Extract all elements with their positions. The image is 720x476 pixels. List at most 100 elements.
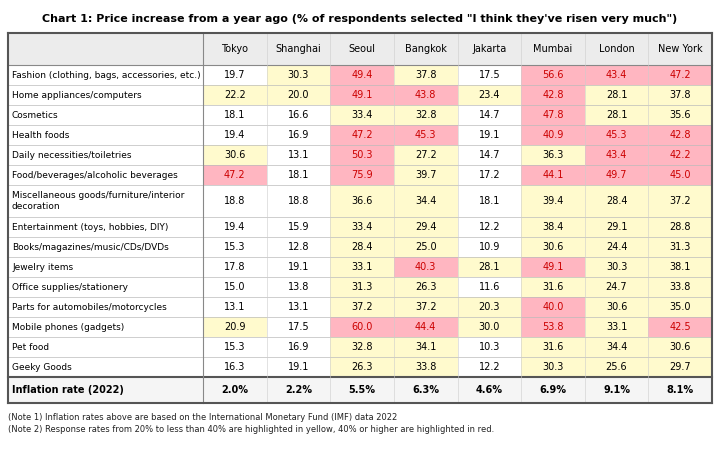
Bar — [330, 165, 394, 185]
Bar — [203, 165, 266, 185]
Bar — [203, 317, 266, 337]
Text: 9.1%: 9.1% — [603, 385, 630, 395]
Bar — [330, 297, 394, 317]
Bar — [330, 145, 394, 165]
Bar — [8, 257, 712, 277]
Text: 10.3: 10.3 — [479, 342, 500, 352]
Text: Tokyo: Tokyo — [221, 44, 248, 54]
Text: 22.2: 22.2 — [224, 90, 246, 100]
Bar — [521, 217, 585, 237]
Text: 19.7: 19.7 — [224, 70, 246, 80]
Bar — [330, 257, 394, 277]
Bar — [8, 65, 712, 85]
Text: 37.8: 37.8 — [670, 90, 691, 100]
Text: 26.3: 26.3 — [351, 362, 373, 372]
Text: 45.0: 45.0 — [670, 170, 691, 180]
Bar — [266, 85, 330, 105]
Bar — [394, 65, 457, 85]
Text: 17.5: 17.5 — [287, 322, 310, 332]
Text: 31.6: 31.6 — [542, 342, 564, 352]
Bar — [8, 217, 712, 237]
Text: 37.2: 37.2 — [351, 302, 373, 312]
Text: 32.8: 32.8 — [415, 110, 436, 120]
Bar — [330, 357, 394, 377]
Bar — [394, 317, 457, 337]
Text: Mobile phones (gadgets): Mobile phones (gadgets) — [12, 323, 125, 331]
Bar — [649, 165, 712, 185]
Text: 14.7: 14.7 — [479, 110, 500, 120]
Text: Mumbai: Mumbai — [534, 44, 572, 54]
Bar — [521, 105, 585, 125]
Text: 34.4: 34.4 — [606, 342, 627, 352]
Text: Parts for automobiles/motorcycles: Parts for automobiles/motorcycles — [12, 303, 167, 311]
Text: 15.3: 15.3 — [224, 242, 246, 252]
Bar — [330, 65, 394, 85]
Bar — [585, 65, 649, 85]
Text: 29.7: 29.7 — [670, 362, 691, 372]
Text: 30.6: 30.6 — [606, 302, 627, 312]
Text: London: London — [599, 44, 634, 54]
Text: 33.1: 33.1 — [606, 322, 627, 332]
Bar — [649, 185, 712, 217]
Bar — [585, 105, 649, 125]
Text: Home appliances/computers: Home appliances/computers — [12, 90, 142, 99]
Text: 47.2: 47.2 — [670, 70, 691, 80]
Bar — [649, 105, 712, 125]
Bar — [649, 277, 712, 297]
Bar — [649, 337, 712, 357]
Bar — [8, 85, 712, 105]
Text: 28.1: 28.1 — [606, 90, 627, 100]
Text: 40.9: 40.9 — [542, 130, 564, 140]
Text: Entertainment (toys, hobbies, DIY): Entertainment (toys, hobbies, DIY) — [12, 222, 168, 231]
Text: 28.1: 28.1 — [479, 262, 500, 272]
Bar — [8, 277, 712, 297]
Text: 30.6: 30.6 — [670, 342, 691, 352]
Text: 16.6: 16.6 — [288, 110, 309, 120]
Bar — [585, 337, 649, 357]
Text: (Note 2) Response rates from 20% to less than 40% are highlighted in yellow, 40%: (Note 2) Response rates from 20% to less… — [8, 425, 494, 434]
Bar — [8, 377, 712, 403]
Bar — [330, 237, 394, 257]
Text: 16.9: 16.9 — [288, 130, 309, 140]
Text: 36.3: 36.3 — [542, 150, 564, 160]
Text: 18.8: 18.8 — [288, 196, 309, 206]
Text: 12.8: 12.8 — [288, 242, 309, 252]
Bar — [521, 237, 585, 257]
Text: 36.6: 36.6 — [351, 196, 373, 206]
Text: 19.1: 19.1 — [288, 362, 309, 372]
Text: 2.0%: 2.0% — [221, 385, 248, 395]
Text: 44.4: 44.4 — [415, 322, 436, 332]
Text: 28.4: 28.4 — [351, 242, 373, 252]
Bar — [521, 145, 585, 165]
Text: 31.3: 31.3 — [351, 282, 373, 292]
Bar — [521, 185, 585, 217]
Text: New York: New York — [658, 44, 703, 54]
Text: 56.6: 56.6 — [542, 70, 564, 80]
Bar — [649, 145, 712, 165]
Text: 4.6%: 4.6% — [476, 385, 503, 395]
Text: 11.6: 11.6 — [479, 282, 500, 292]
Bar — [330, 317, 394, 337]
Text: 29.4: 29.4 — [415, 222, 436, 232]
Text: Office supplies/stationery: Office supplies/stationery — [12, 282, 128, 291]
Bar — [649, 357, 712, 377]
Bar — [585, 317, 649, 337]
Text: 30.6: 30.6 — [224, 150, 246, 160]
Text: 37.2: 37.2 — [415, 302, 436, 312]
Text: 25.0: 25.0 — [415, 242, 436, 252]
Bar — [8, 337, 712, 357]
Text: 35.0: 35.0 — [670, 302, 691, 312]
Text: 13.1: 13.1 — [224, 302, 246, 312]
Bar — [394, 185, 457, 217]
Bar — [394, 297, 457, 317]
Bar — [521, 337, 585, 357]
Text: Chart 1: Price increase from a year ago (% of respondents selected "I think they: Chart 1: Price increase from a year ago … — [42, 14, 678, 24]
Text: 24.7: 24.7 — [606, 282, 627, 292]
Text: 33.8: 33.8 — [670, 282, 691, 292]
Bar — [521, 257, 585, 277]
Text: 15.0: 15.0 — [224, 282, 246, 292]
Text: 29.1: 29.1 — [606, 222, 627, 232]
Text: 14.7: 14.7 — [479, 150, 500, 160]
Text: 25.6: 25.6 — [606, 362, 627, 372]
Bar — [394, 277, 457, 297]
